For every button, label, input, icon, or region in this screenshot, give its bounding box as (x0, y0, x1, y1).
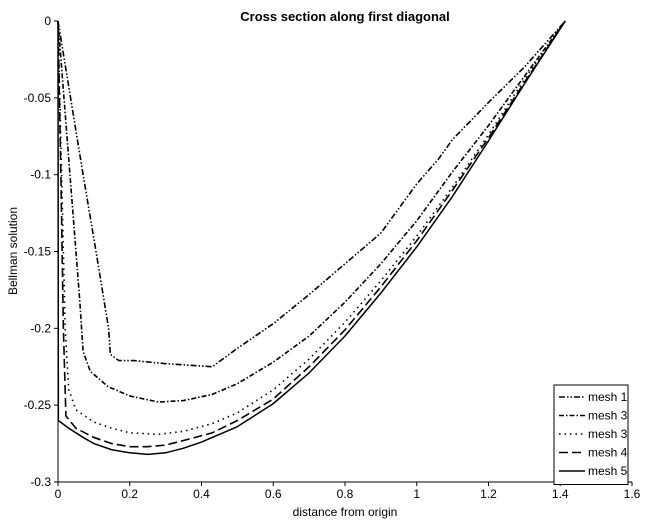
x-tick-label: 1.4 (552, 487, 569, 501)
x-tick-label: 0.6 (265, 487, 282, 501)
legend-entry: mesh 1 (588, 390, 628, 404)
chart-title: Cross section along first diagonal (240, 9, 449, 24)
axes: 0 0.2 0.4 0.6 0.8 1 1.2 1.4 1.6 0 -0.05 -0.1 -0.15 -0… (24, 14, 641, 501)
x-tick-label: 0.2 (121, 487, 138, 501)
legend-box (553, 384, 629, 485)
x-tick-label: 1.2 (480, 487, 497, 501)
y-tick-label: -0.25 (24, 398, 52, 412)
x-tick-label: 1 (413, 487, 420, 501)
x-tick-label: 0 (55, 487, 62, 501)
y-tick-label: -0.3 (30, 475, 51, 489)
y-tick-label: -0.15 (24, 245, 52, 259)
legend-entry: mesh 5 (588, 464, 628, 478)
series-line-4 (57, 20, 566, 448)
x-tick-label: 0.8 (337, 487, 354, 501)
series-line-1 (57, 20, 566, 368)
x-tick-label: 1.6 (624, 487, 641, 501)
series-line-2 (57, 20, 566, 403)
series-line-3 (57, 20, 566, 436)
legend-entry: mesh 3 (588, 427, 628, 441)
y-tick-label: -0.1 (30, 168, 51, 182)
series-line-5 (57, 20, 566, 456)
legend-entry: mesh 3 (588, 409, 628, 423)
legend: mesh 1 mesh 3 mesh 3 mesh 4 mesh 5 (553, 384, 629, 485)
x-tick-label: 0.4 (193, 487, 210, 501)
y-tick-label: -0.2 (30, 321, 51, 335)
series-lines (57, 20, 566, 456)
x-axis-label: distance from origin (293, 505, 398, 519)
y-axis-label: Bellman solution (6, 207, 20, 295)
y-tick-label: 0 (44, 14, 51, 28)
y-tick-label: -0.05 (24, 91, 52, 105)
legend-entry: mesh 4 (588, 446, 628, 460)
